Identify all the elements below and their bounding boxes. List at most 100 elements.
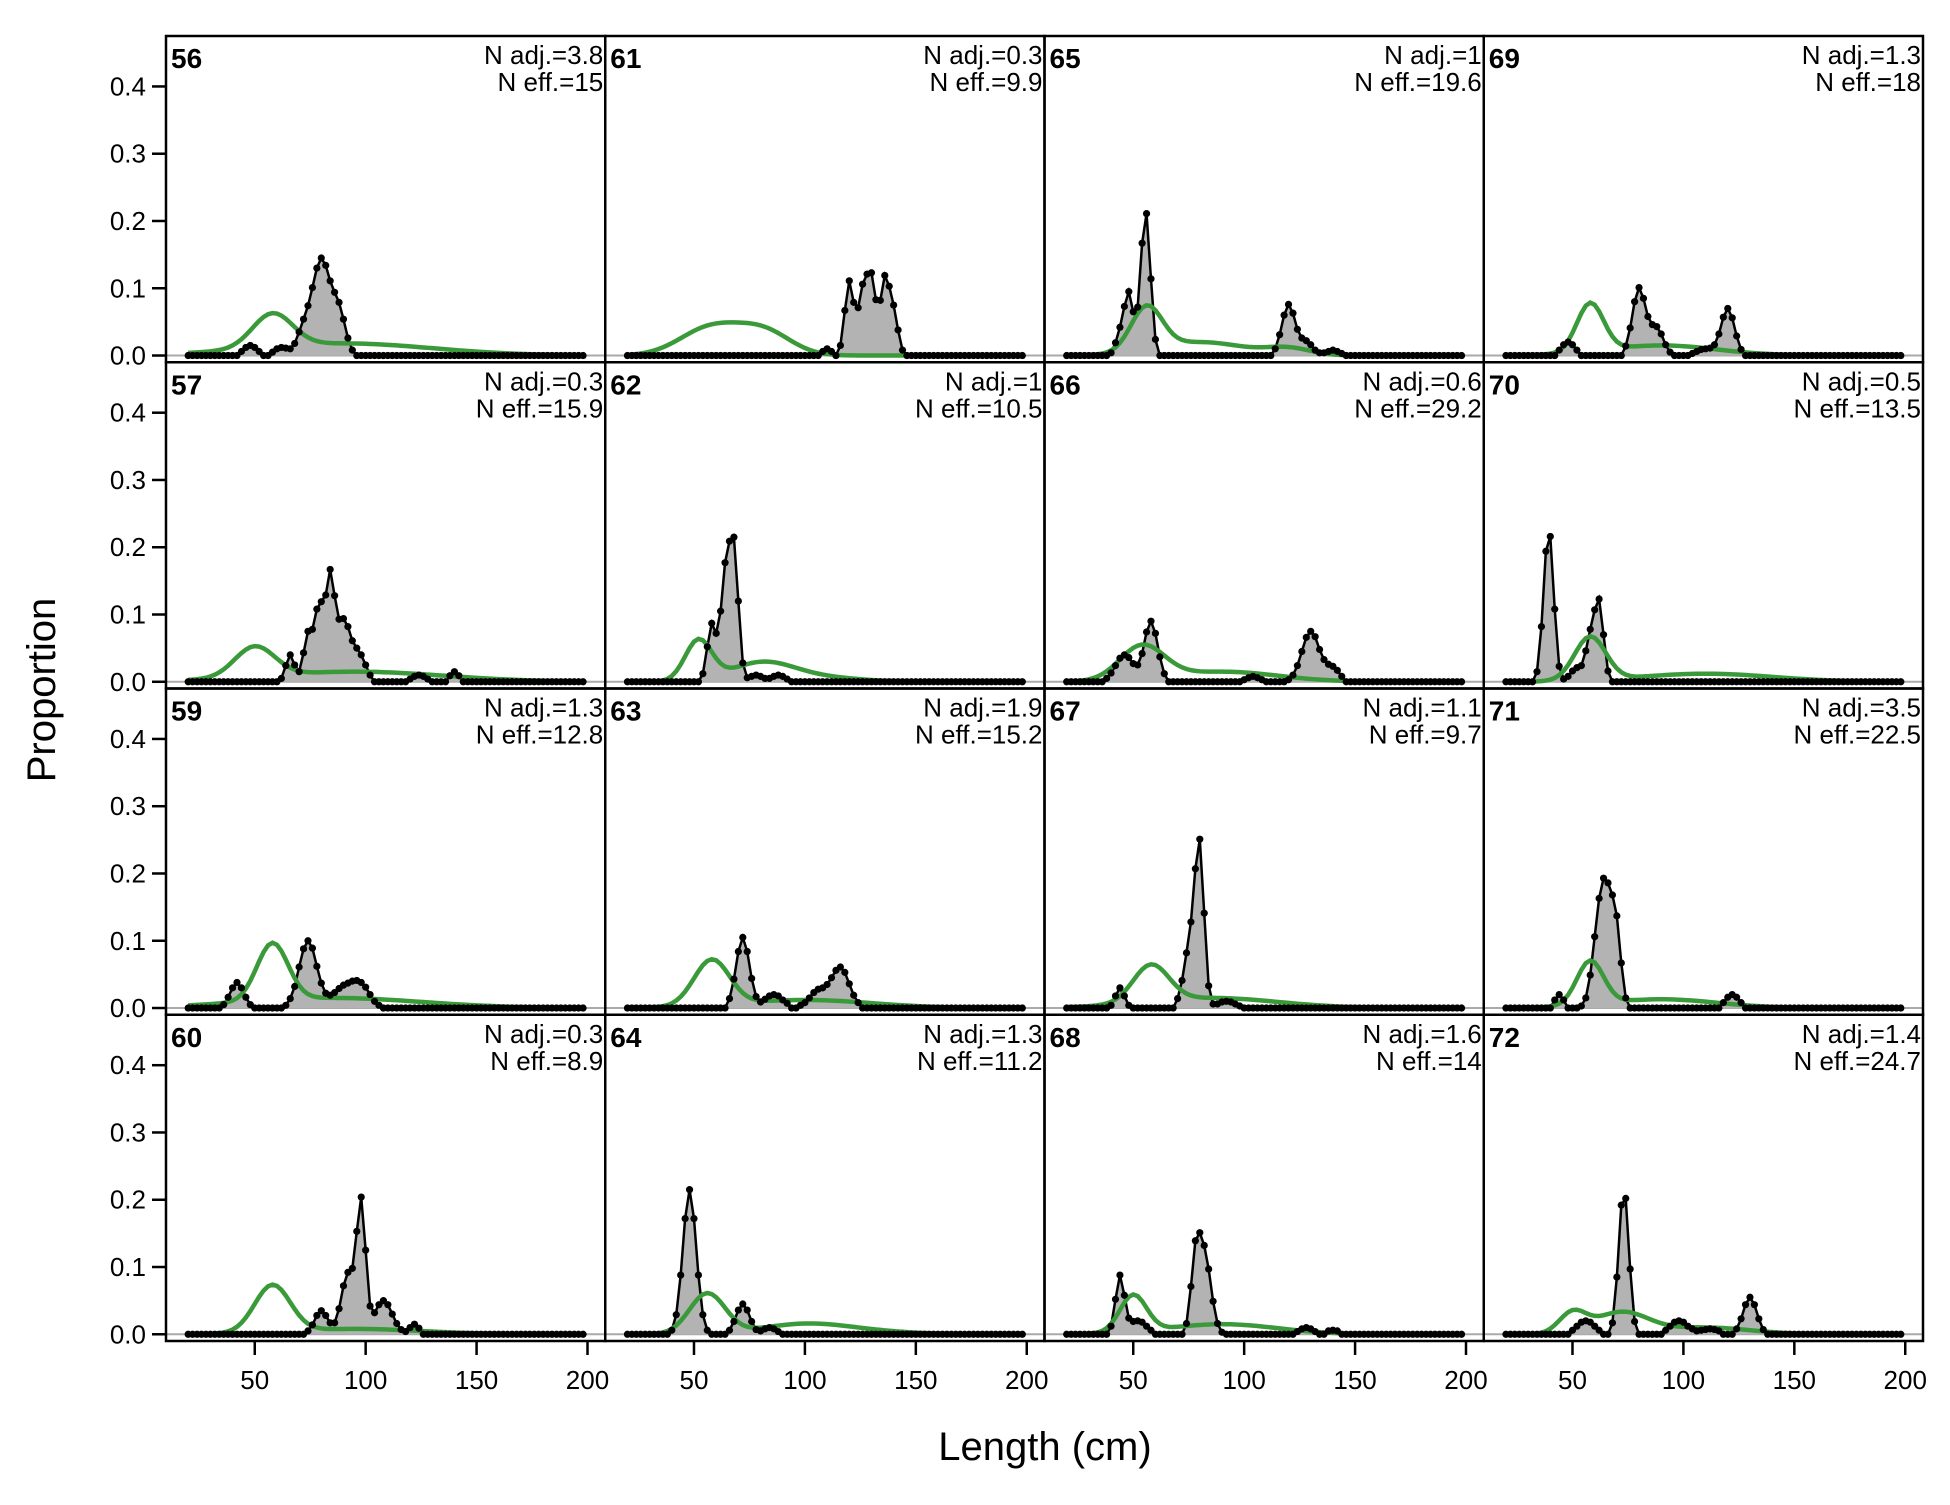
observed-point [743, 1306, 751, 1314]
observed-point [836, 341, 845, 350]
observed-point [1710, 341, 1719, 349]
observed-area [188, 257, 584, 356]
y-tick-label: 0.2 [110, 858, 146, 888]
observed-point [308, 944, 317, 952]
observed-point [1591, 606, 1599, 614]
y-tick-label: 0.1 [110, 926, 146, 956]
observed-point [308, 625, 317, 633]
observed-point [1267, 351, 1275, 360]
observed-point [717, 607, 725, 615]
observed-line [1505, 536, 1901, 684]
observed-point [881, 271, 889, 280]
panel-n-eff-label: N eff.=18 [1815, 67, 1921, 97]
observed-point [1586, 971, 1594, 979]
observed-point [357, 978, 365, 987]
observed-point [1546, 1004, 1554, 1012]
observed-point [1182, 949, 1191, 957]
observed-point [388, 1310, 396, 1318]
observed-point [1187, 1282, 1195, 1291]
panel-59: 59 N adj.=1.3N eff.=12.8 [164, 687, 607, 1016]
panel-56: 56 N adj.=3.8N eff.=15 [164, 34, 607, 364]
observed-point [1107, 1322, 1115, 1330]
axes-group: 0.0 0.1 0.2 0.3 0.4 0.0 0.1 0.2 0.3 0.4 0.0 0.1 0.2 0… [110, 71, 1927, 1395]
panel-72: 72 N adj.=1.4N eff.=24.7 [1482, 1013, 1925, 1343]
panel-plot-area [605, 533, 1045, 686]
observed-point [845, 980, 853, 988]
observed-point [734, 597, 742, 605]
observed-point [579, 1004, 587, 1012]
observed-point [1205, 982, 1213, 990]
observed-point [1147, 617, 1155, 625]
panel-n-adj-label: N adj.=0.3 [484, 366, 603, 396]
observed-point [1533, 668, 1541, 676]
observed-point [220, 1001, 228, 1009]
observed-point [1617, 959, 1625, 967]
y-tick-label: 0.0 [110, 993, 146, 1023]
y-tick-label: 0.0 [110, 341, 146, 371]
observed-point [725, 995, 734, 1003]
observed-point [242, 993, 250, 1001]
observed-point [1631, 298, 1639, 306]
observed-point [1591, 933, 1599, 941]
panel-n-adj-label: N adj.=0.5 [1802, 366, 1921, 396]
x-tick-label: 200 [1444, 1365, 1487, 1395]
observed-point [1213, 1319, 1222, 1328]
observed-point [783, 999, 791, 1007]
y-tick-label: 0.2 [110, 1185, 146, 1215]
observed-point [1196, 1229, 1204, 1237]
y-tick-label: 0.2 [110, 206, 146, 236]
observed-point [1178, 976, 1186, 985]
y-tick-label: 0.4 [110, 1050, 146, 1080]
observed-point [739, 1300, 747, 1308]
observed-point [1595, 595, 1603, 603]
observed-point [699, 1311, 707, 1319]
observed-point [1338, 672, 1346, 680]
observed-point [850, 991, 858, 999]
observed-point [1307, 341, 1315, 349]
panel-year-label: 61 [610, 43, 641, 74]
observed-point [1191, 865, 1199, 873]
observed-point [441, 678, 450, 686]
panel-n-adj-label: N adj.=1 [945, 366, 1043, 396]
observed-point [313, 605, 321, 613]
observed-point [1657, 330, 1665, 338]
observed-point [1103, 674, 1111, 683]
x-tick-label: 50 [680, 1365, 709, 1395]
observed-point [295, 668, 303, 676]
observed-point [366, 990, 374, 999]
observed-point [224, 993, 232, 1001]
observed-point [1107, 1001, 1115, 1009]
observed-point [1116, 1271, 1124, 1279]
observed-point [748, 974, 756, 983]
panel-n-adj-label: N adj.=1.9 [923, 693, 1042, 723]
panel-n-adj-label: N adj.=1 [1384, 40, 1482, 70]
observed-point [1187, 918, 1195, 926]
x-axis-label: Length (cm) [938, 1425, 1151, 1469]
observed-point [282, 1001, 290, 1009]
panel-n-eff-label: N eff.=10.5 [915, 393, 1042, 423]
observed-point [313, 264, 321, 272]
observed-point [313, 1311, 321, 1320]
observed-point [1897, 351, 1905, 360]
observed-point [1174, 995, 1182, 1003]
panel-plot-area [1483, 874, 1923, 1012]
observed-point [1018, 678, 1026, 686]
observed-point [1582, 647, 1590, 655]
observed-point [326, 565, 334, 574]
observed-point [366, 671, 374, 679]
observed-point [291, 339, 299, 348]
panel-n-eff-label: N eff.=24.7 [1794, 1046, 1921, 1076]
observed-point [348, 637, 356, 645]
observed-point [694, 1271, 703, 1279]
observed-point [1116, 984, 1124, 992]
panel-70: 70 N adj.=0.5N eff.=13.5 [1482, 361, 1925, 690]
observed-point [1293, 325, 1302, 333]
observed-point [730, 975, 738, 983]
observed-point [1103, 1330, 1111, 1338]
observed-point [1653, 322, 1661, 331]
observed-area [1066, 213, 1462, 356]
observed-point [1138, 649, 1146, 658]
observed-point [805, 994, 813, 1002]
panel-n-adj-label: N adj.=0.3 [484, 1019, 603, 1049]
observed-point [1608, 891, 1617, 899]
